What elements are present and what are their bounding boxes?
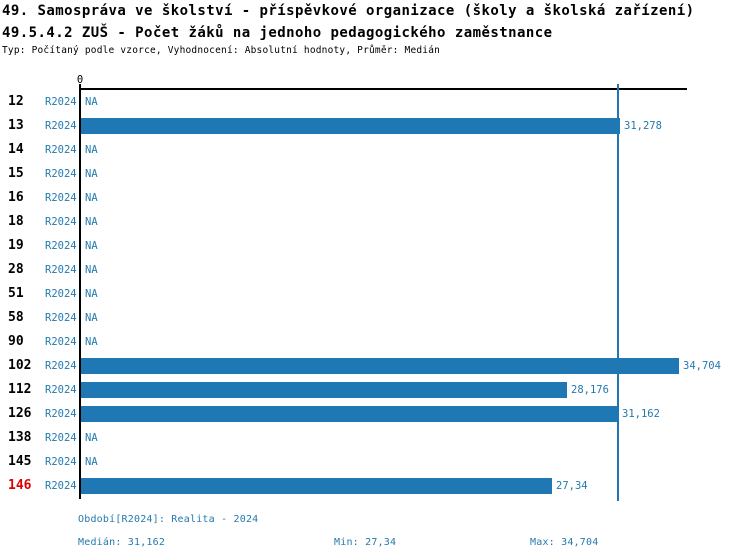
- chart-row: 58 R2024 NA: [0, 306, 750, 330]
- indicator-title: 49.5.4.2 ZUŠ - Počet žáků na jednoho ped…: [2, 25, 553, 41]
- row-label: 145: [8, 454, 32, 469]
- row-period-label: R2024: [45, 384, 77, 396]
- na-value-label: NA: [85, 240, 98, 252]
- row-label: 28: [8, 262, 24, 277]
- footer-min-stat: Min: 27,34: [334, 537, 397, 548]
- chart-row: 145 R2024 NA: [0, 450, 750, 474]
- indicator-subtitle: Typ: Počítaný podle vzorce, Vyhodnocení:…: [2, 45, 441, 56]
- row-label: 112: [8, 382, 32, 397]
- na-value-label: NA: [85, 168, 98, 180]
- row-period-label: R2024: [45, 192, 77, 204]
- value-bar: [81, 118, 620, 134]
- chart-row: 13 R2024 31,278: [0, 114, 750, 138]
- row-period-label: R2024: [45, 216, 77, 228]
- row-period-label: R2024: [45, 96, 77, 108]
- chart-row: 14 R2024 NA: [0, 138, 750, 162]
- bar-chart: 0 12 R2024 NA 13 R2024 31,278 14 R2024 NA 15 R2024…: [0, 74, 750, 501]
- row-period-label: R2024: [45, 288, 77, 300]
- na-value-label: NA: [85, 432, 98, 444]
- na-value-label: NA: [85, 216, 98, 228]
- row-period-label: R2024: [45, 432, 77, 444]
- na-value-label: NA: [85, 312, 98, 324]
- row-label: 18: [8, 214, 24, 229]
- chart-row: 18 R2024 NA: [0, 210, 750, 234]
- row-period-label: R2024: [45, 120, 77, 132]
- row-period-label: R2024: [45, 240, 77, 252]
- y-axis-line: [79, 84, 81, 499]
- row-period-label: R2024: [45, 360, 77, 372]
- na-value-label: NA: [85, 288, 98, 300]
- value-bar: [81, 358, 679, 374]
- value-bar: [81, 406, 618, 422]
- row-label-highlighted: 146: [8, 478, 32, 493]
- chart-row: 51 R2024 NA: [0, 282, 750, 306]
- page-title: 49. Samospráva ve školství - příspěvkové…: [2, 3, 695, 19]
- row-period-label: R2024: [45, 312, 77, 324]
- row-label: 15: [8, 166, 24, 181]
- na-value-label: NA: [85, 336, 98, 348]
- row-period-label: R2024: [45, 168, 77, 180]
- chart-row: 126 R2024 31,162: [0, 402, 750, 426]
- x-axis-line: [79, 88, 687, 90]
- row-period-label: R2024: [45, 408, 77, 420]
- x-axis-zero-tick-label: 0: [76, 74, 84, 86]
- row-label: 13: [8, 118, 24, 133]
- row-label: 14: [8, 142, 24, 157]
- row-period-label: R2024: [45, 456, 77, 468]
- row-label: 51: [8, 286, 24, 301]
- chart-row: 90 R2024 NA: [0, 330, 750, 354]
- bar-value-label: 31,278: [624, 120, 662, 132]
- median-reference-line: [617, 84, 619, 501]
- row-period-label: R2024: [45, 480, 77, 492]
- row-label: 58: [8, 310, 24, 325]
- chart-row: 138 R2024 NA: [0, 426, 750, 450]
- chart-row: 12 R2024 NA: [0, 90, 750, 114]
- footer-median-stat: Medián: 31,162: [78, 537, 166, 548]
- row-label: 19: [8, 238, 24, 253]
- row-label: 138: [8, 430, 32, 445]
- row-label: 12: [8, 94, 24, 109]
- row-period-label: R2024: [45, 144, 77, 156]
- chart-row: 112 R2024 28,176: [0, 378, 750, 402]
- footer-max-stat: Max: 34,704: [530, 537, 599, 548]
- chart-row: 19 R2024 NA: [0, 234, 750, 258]
- na-value-label: NA: [85, 456, 98, 468]
- value-bar: [81, 478, 552, 494]
- bar-value-label: 34,704: [683, 360, 721, 372]
- footer-period-label: Období[R2024]: Realita - 2024: [78, 514, 259, 525]
- bar-value-label: 28,176: [571, 384, 609, 396]
- chart-row: 102 R2024 34,704: [0, 354, 750, 378]
- na-value-label: NA: [85, 192, 98, 204]
- chart-row: 28 R2024 NA: [0, 258, 750, 282]
- na-value-label: NA: [85, 96, 98, 108]
- chart-row: 16 R2024 NA: [0, 186, 750, 210]
- chart-row: 146 R2024 27,34: [0, 474, 750, 498]
- row-label: 90: [8, 334, 24, 349]
- value-bar: [81, 382, 567, 398]
- bar-value-label: 31,162: [622, 408, 660, 420]
- na-value-label: NA: [85, 264, 98, 276]
- row-period-label: R2024: [45, 336, 77, 348]
- row-label: 126: [8, 406, 32, 421]
- chart-row: 15 R2024 NA: [0, 162, 750, 186]
- na-value-label: NA: [85, 144, 98, 156]
- row-label: 102: [8, 358, 32, 373]
- row-label: 16: [8, 190, 24, 205]
- bar-value-label: 27,34: [556, 480, 588, 492]
- row-period-label: R2024: [45, 264, 77, 276]
